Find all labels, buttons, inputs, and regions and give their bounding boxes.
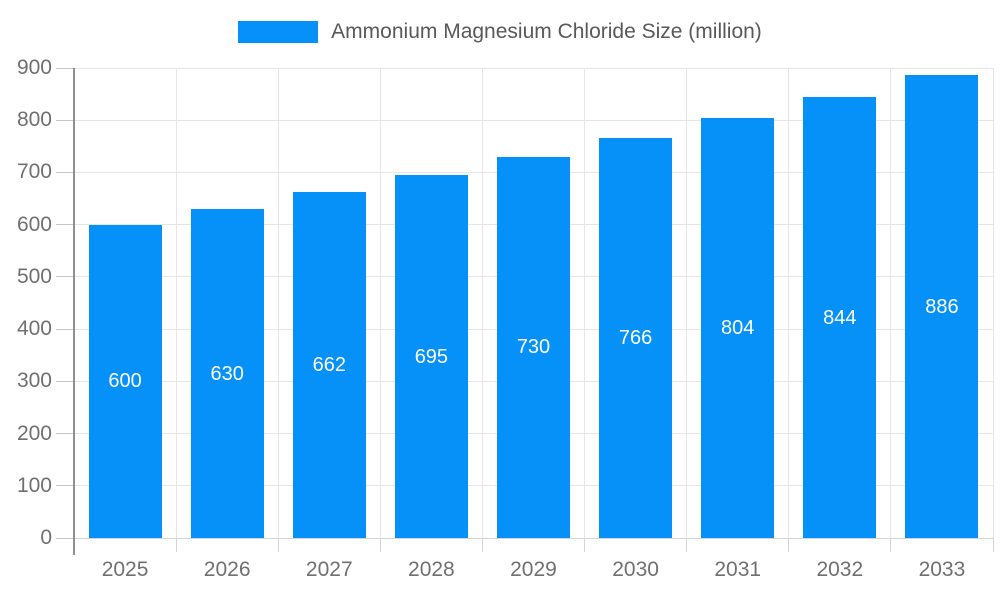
x-tick (686, 538, 688, 552)
bar-value-label: 730 (516, 336, 551, 359)
bar-value-label: 844 (823, 306, 857, 329)
x-tick (277, 538, 279, 552)
x-axis-label: 2026 (203, 558, 251, 581)
y-tick (56, 67, 74, 69)
x-axis-line (74, 537, 993, 539)
y-axis-label: 300 (16, 369, 52, 393)
y-axis-label: 0 (40, 526, 52, 549)
x-axis-label: 2028 (408, 558, 455, 581)
x-axis-label: 2032 (816, 558, 864, 581)
y-axis-label: 500 (16, 264, 52, 288)
bar (394, 175, 468, 538)
y-axis-label: 100 (16, 473, 52, 497)
y-gridline (74, 119, 993, 121)
bar-value-label: 630 (210, 362, 244, 385)
x-gridline (584, 68, 586, 538)
x-axis-label: 2029 (510, 558, 557, 581)
x-axis-label: 2033 (918, 558, 966, 581)
x-tick (992, 538, 994, 552)
y-axis-label: 900 (16, 56, 52, 79)
x-tick (584, 538, 586, 552)
x-gridline (175, 68, 177, 538)
bar (803, 97, 877, 538)
y-axis-label: 200 (16, 421, 52, 445)
x-tick (379, 538, 381, 552)
x-tick (890, 538, 892, 552)
y-tick (56, 328, 74, 330)
y-tick (56, 119, 74, 121)
y-axis-label: 700 (16, 160, 52, 184)
bar (701, 118, 775, 538)
x-gridline (992, 68, 994, 538)
y-axis-label: 600 (16, 212, 52, 236)
legend-item[interactable]: Ammonium Magnesium Chloride Size (millio… (238, 20, 762, 44)
bar-value-label: 766 (618, 326, 653, 349)
y-gridline (74, 67, 993, 69)
y-axis-label: 800 (16, 108, 52, 132)
y-tick (56, 537, 74, 539)
bar (599, 137, 673, 538)
y-axis-label: 400 (16, 317, 52, 341)
y-tick (56, 276, 74, 278)
x-gridline (481, 68, 483, 538)
bar-value-label: 804 (721, 317, 755, 340)
bar (190, 209, 264, 538)
y-tick (56, 433, 74, 435)
x-gridline (379, 68, 381, 538)
x-tick (481, 538, 483, 552)
y-tick (56, 224, 74, 226)
x-axis-label: 2027 (305, 558, 353, 581)
chart-legend: Ammonium Magnesium Chloride Size (millio… (0, 20, 1000, 44)
bar (497, 156, 570, 538)
x-axis-label: 2025 (101, 558, 149, 581)
x-gridline (788, 68, 790, 538)
bar-value-label: 886 (925, 295, 959, 318)
bar-value-label: 695 (414, 345, 449, 368)
bar (88, 224, 162, 538)
x-axis-label: 2031 (714, 558, 762, 581)
legend-swatch (238, 21, 319, 43)
x-tick (175, 538, 177, 552)
y-axis-line (73, 68, 75, 555)
x-tick (788, 538, 790, 552)
legend-label: Ammonium Magnesium Chloride Size (millio… (331, 20, 762, 43)
x-gridline (686, 68, 688, 538)
bar (905, 75, 979, 538)
y-tick (56, 171, 74, 173)
bar-value-label: 662 (312, 354, 346, 377)
bar (292, 192, 366, 538)
y-tick (56, 485, 74, 487)
x-gridline (277, 68, 279, 538)
x-axis-label: 2030 (612, 558, 659, 581)
y-tick (56, 380, 74, 382)
bar-value-label: 600 (108, 370, 142, 393)
x-gridline (890, 68, 892, 538)
